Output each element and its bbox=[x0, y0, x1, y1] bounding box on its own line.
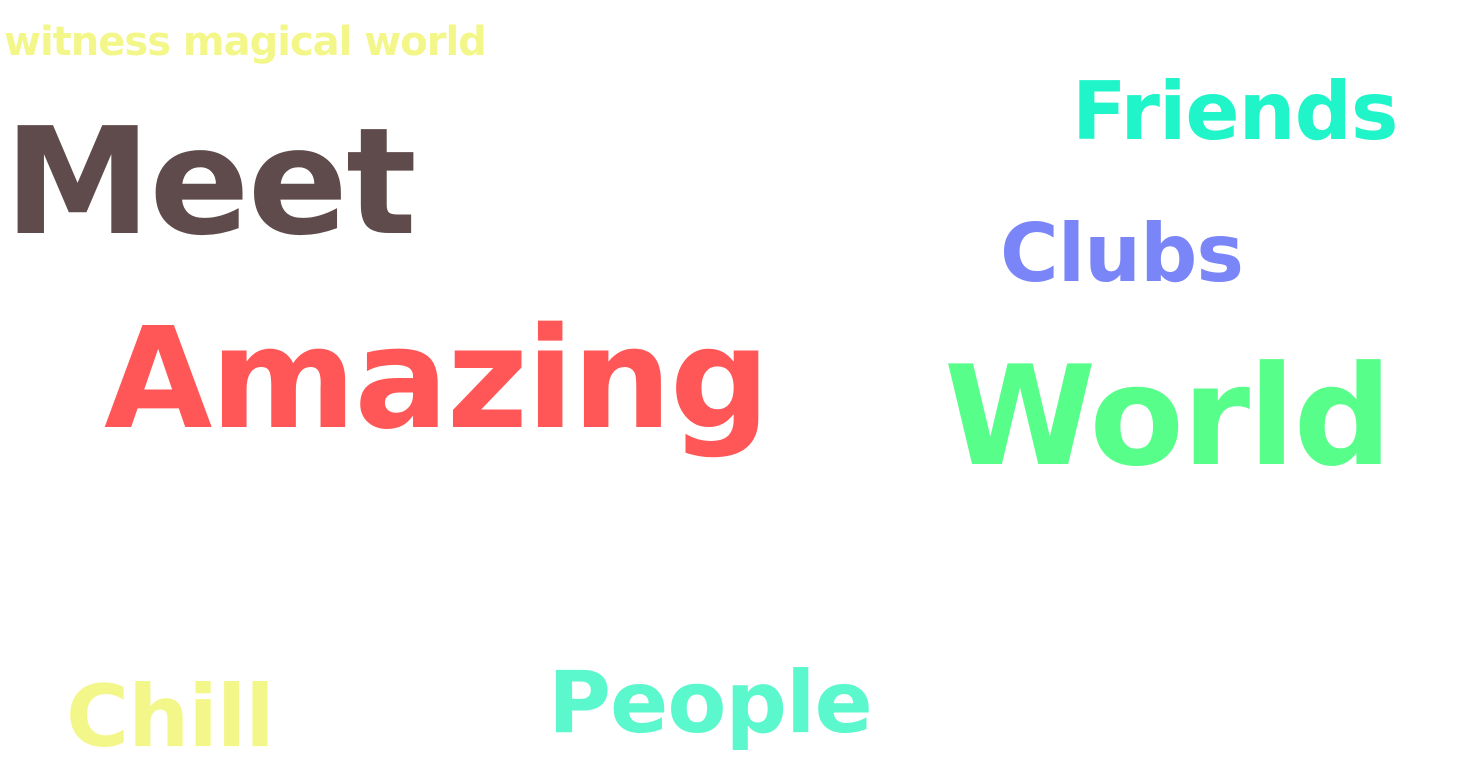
word-world: World bbox=[944, 336, 1392, 497]
word-clubs: Clubs bbox=[1000, 207, 1244, 300]
tagline-text: witness magical world bbox=[4, 19, 487, 65]
word-meet: Meet bbox=[4, 96, 417, 268]
word-friends: Friends bbox=[1072, 65, 1398, 158]
word-chill: Chill bbox=[66, 667, 275, 767]
word-people: People bbox=[548, 653, 873, 753]
word-amazing: Amazing bbox=[104, 298, 770, 461]
